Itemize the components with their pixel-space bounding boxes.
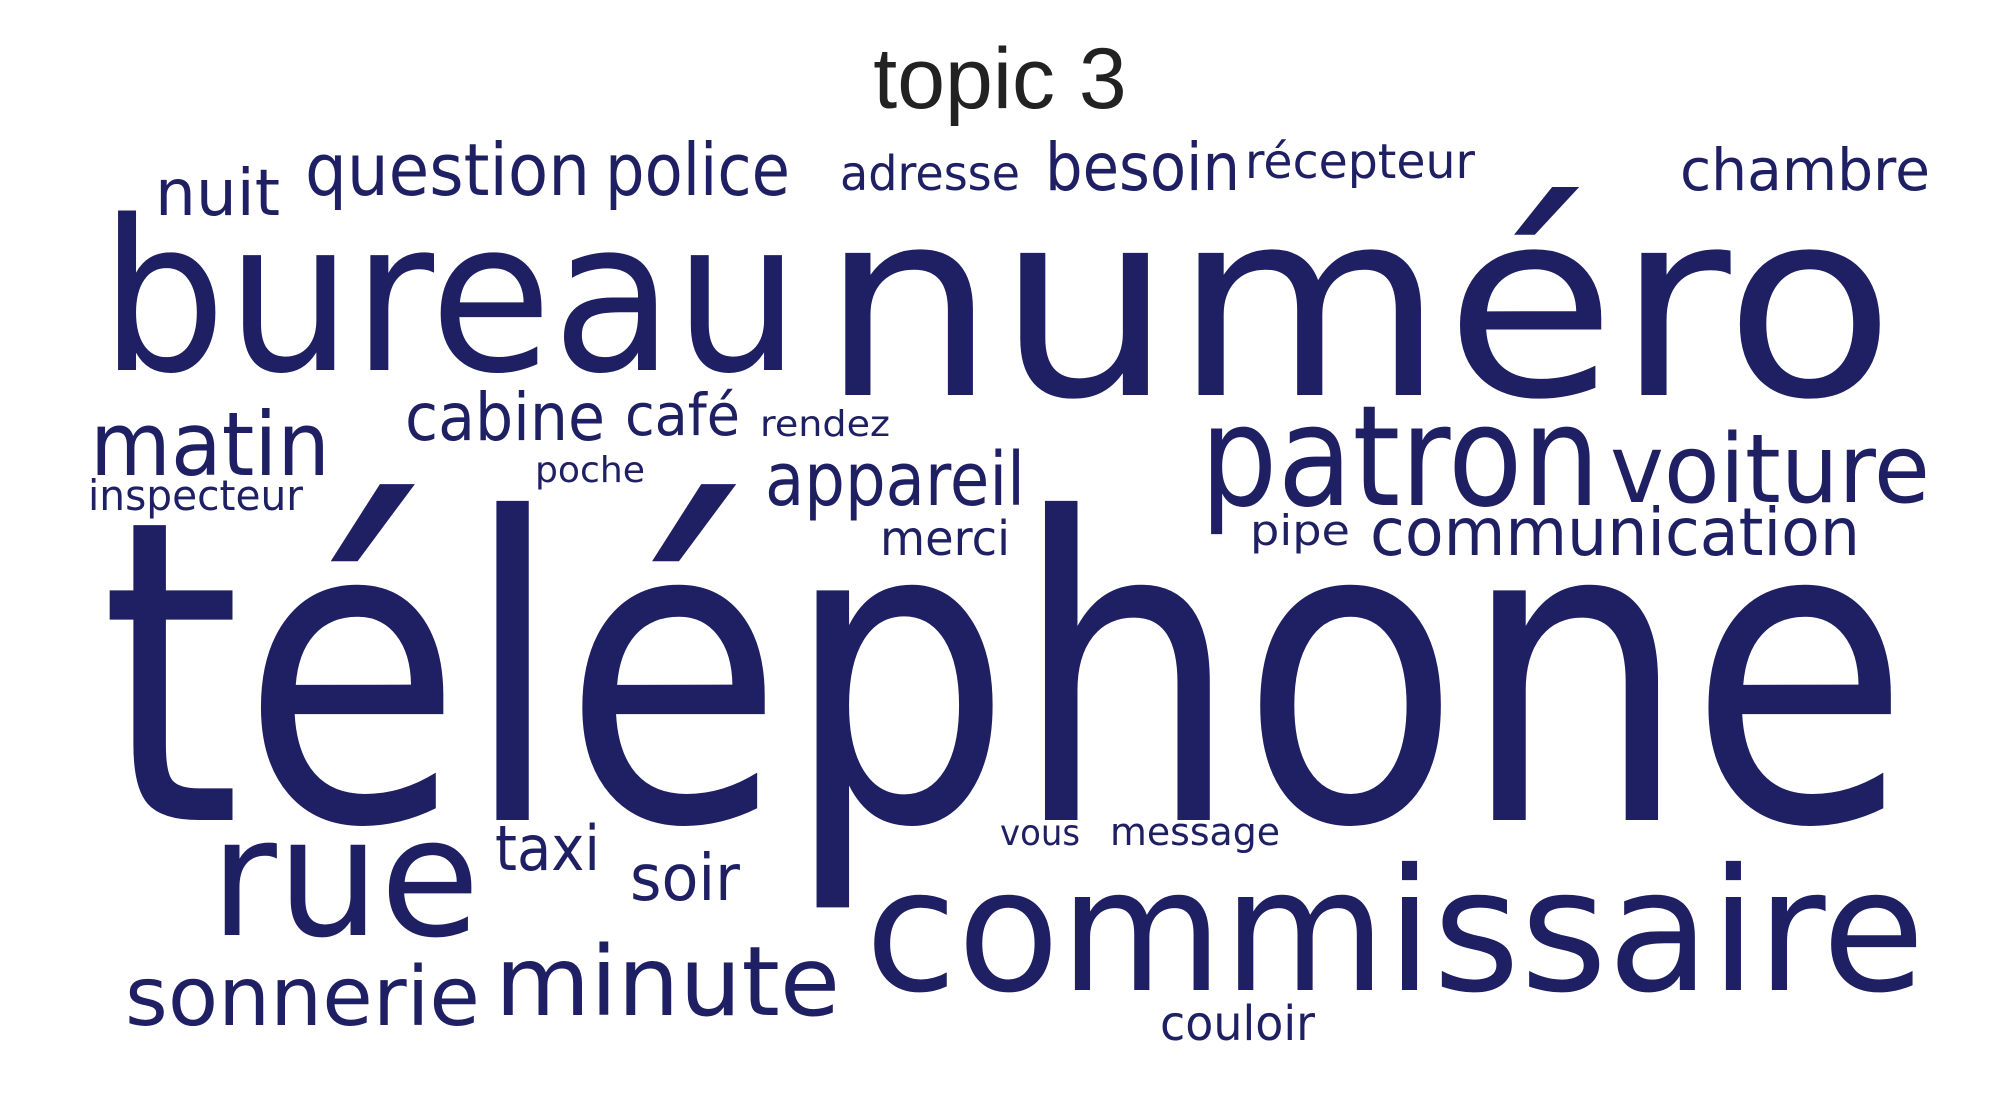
cloud-word: rue bbox=[210, 782, 480, 974]
cloud-word: café bbox=[625, 381, 740, 449]
cloud-word: pipe bbox=[1250, 506, 1350, 555]
cloud-word: chambre bbox=[1680, 136, 1930, 204]
cloud-word: matin bbox=[90, 393, 330, 496]
cloud-title: topic 3 bbox=[873, 31, 1126, 127]
cloud-word: police bbox=[605, 128, 790, 212]
cloud-word: inspecteur bbox=[88, 471, 304, 520]
cloud-word: minute bbox=[495, 926, 840, 1038]
cloud-word: commissaire bbox=[865, 833, 1925, 1031]
cloud-word: communication bbox=[1370, 494, 1860, 571]
cloud-word: question bbox=[305, 128, 590, 212]
cloud-word: cabine bbox=[405, 379, 605, 456]
cloud-word: voiture bbox=[1610, 415, 1930, 525]
cloud-word: nuit bbox=[155, 157, 280, 231]
cloud-word: téléphone bbox=[100, 431, 1910, 920]
cloud-word: besoin bbox=[1045, 129, 1240, 206]
cloud-word: bureau bbox=[100, 175, 800, 420]
cloud-word: adresse bbox=[840, 146, 1020, 202]
cloud-word: appareil bbox=[765, 437, 1025, 523]
cloud-word: vous bbox=[1000, 813, 1080, 854]
cloud-word: numéro bbox=[820, 155, 1895, 457]
cloud-word: taxi bbox=[495, 812, 600, 885]
cloud-word: sonnerie bbox=[125, 950, 480, 1045]
cloud-word: récepteur bbox=[1245, 134, 1475, 190]
cloud-word: couloir bbox=[1160, 996, 1315, 1052]
cloud-word: patron bbox=[1200, 376, 1600, 539]
cloud-word: rendez bbox=[760, 404, 890, 445]
cloud-word: poche bbox=[535, 450, 645, 491]
cloud-word: soir bbox=[630, 842, 741, 916]
cloud-word: merci bbox=[880, 511, 1010, 567]
cloud-word: message bbox=[1110, 810, 1280, 854]
